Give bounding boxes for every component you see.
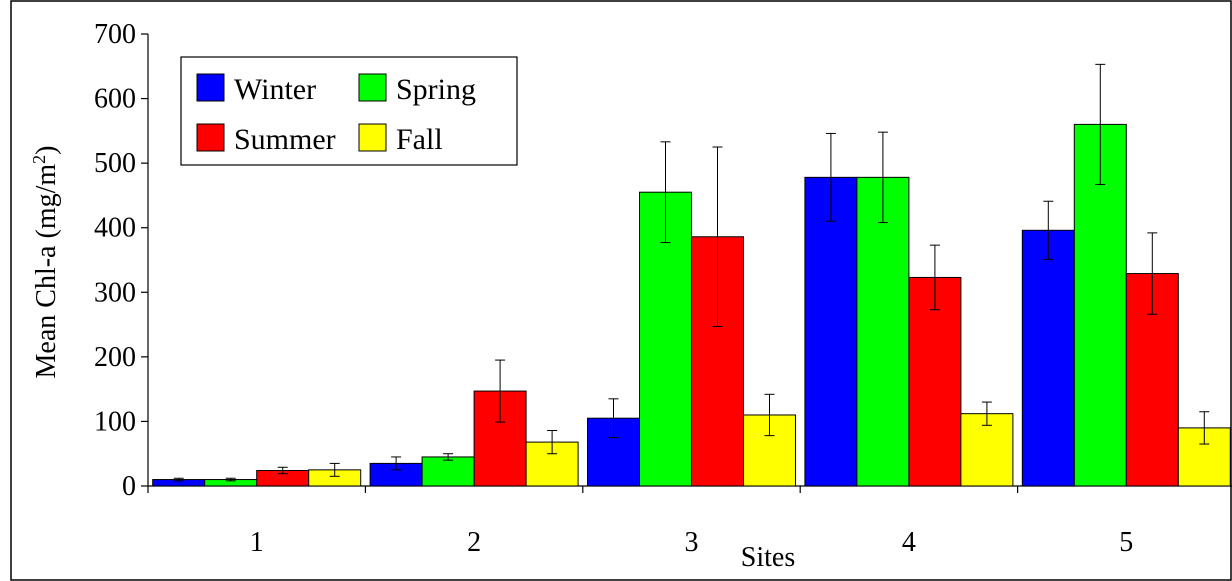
x-tick-label: 4 bbox=[902, 527, 916, 558]
y-axis-label-main: Mean Chl-a (mg/m bbox=[31, 164, 62, 379]
x-tick-label: 3 bbox=[685, 527, 699, 558]
y-tick-label: 200 bbox=[94, 342, 136, 373]
legend-swatch bbox=[358, 73, 387, 102]
bar bbox=[804, 176, 858, 487]
bar bbox=[1021, 229, 1075, 487]
y-axis-label: Mean Chl-a (mg/m2) bbox=[29, 146, 62, 379]
legend-label: Fall bbox=[396, 123, 443, 156]
bars bbox=[152, 63, 1231, 487]
bar bbox=[856, 176, 910, 487]
x-tick-label: 1 bbox=[250, 527, 264, 558]
bar bbox=[421, 456, 475, 487]
y-axis-label-suffix: ) bbox=[31, 146, 62, 155]
legend-label: Summer bbox=[234, 123, 336, 156]
y-axis-label-superscript: 2 bbox=[29, 155, 49, 164]
legend-label: Spring bbox=[396, 73, 476, 106]
y-tick-label: 400 bbox=[94, 213, 136, 244]
y-tick-label: 500 bbox=[94, 148, 136, 179]
legend: Winter Spring Summer Fall bbox=[180, 56, 518, 166]
x-tick-label: 2 bbox=[467, 527, 481, 558]
legend-swatch bbox=[196, 123, 225, 152]
legend-label: Winter bbox=[234, 73, 316, 106]
legend-swatch bbox=[196, 73, 225, 102]
y-tick-label: 600 bbox=[94, 84, 136, 115]
legend-swatch bbox=[358, 123, 387, 152]
legend-box bbox=[180, 56, 518, 166]
y-tick-label: 0 bbox=[122, 471, 136, 502]
x-axis-label: Sites bbox=[741, 542, 795, 573]
x-tick-label: 5 bbox=[1119, 527, 1133, 558]
y-tick-label: 700 bbox=[94, 19, 136, 50]
y-tick-label: 300 bbox=[94, 277, 136, 308]
y-tick-label: 100 bbox=[94, 406, 136, 437]
bar bbox=[908, 276, 962, 487]
